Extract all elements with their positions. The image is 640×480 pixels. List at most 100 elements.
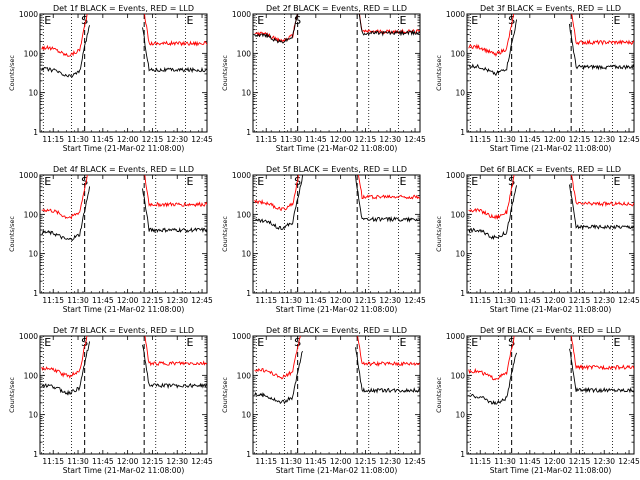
lld-series-line (41, 336, 88, 379)
x-tick-label: 11:30 (494, 296, 516, 305)
plot-frame (252, 335, 421, 455)
panel-6: Det 6f BLACK = Events, RED = LLD 1 10 100 10… (435, 165, 640, 314)
x-tick-label: 12:45 (618, 296, 640, 305)
events-series-line (41, 186, 91, 242)
marker-label: E (400, 336, 407, 349)
marker-label: S (81, 14, 88, 27)
plot-frame (39, 174, 208, 294)
x-tick-label: 11:15 (42, 296, 64, 305)
x-tick-label: 11:45 (92, 457, 114, 466)
panel-8: Det 8f BLACK = Events, RED = LLD 1 10 100 10… (221, 326, 426, 475)
plot-frame (466, 174, 635, 294)
lld-series-line (571, 175, 634, 207)
x-tick-label: 12:15 (355, 457, 377, 466)
y-tick-label: 10 (28, 411, 38, 420)
x-tick-label: 12:00 (330, 296, 352, 305)
y-tick-label: 1 (246, 289, 251, 298)
x-axis-label: Start Time (21-Mar-02 11:08:00) (490, 144, 612, 153)
x-tick-label: 12:15 (569, 296, 591, 305)
x-tick-label: 12:00 (544, 296, 566, 305)
x-tick-label: 11:30 (67, 457, 89, 466)
marker-label: S (81, 336, 88, 349)
x-tick-label: 12:30 (593, 135, 615, 144)
x-tick-label: 12:15 (142, 457, 164, 466)
y-tick-label: 1 (246, 128, 251, 137)
marker-label: E (614, 336, 621, 349)
panel-title: Det 2f BLACK = Events, RED = LLD (266, 4, 407, 13)
y-tick-label: 1000 (446, 171, 465, 180)
y-axis-label: Counts/sec (221, 377, 229, 413)
x-tick-label: 12:00 (117, 457, 139, 466)
x-tick-label: 11:15 (469, 135, 491, 144)
y-tick-label: 1 (460, 128, 465, 137)
marker-label: E (257, 175, 264, 188)
marker-label: E (400, 175, 407, 188)
x-axis-label: Start Time (21-Mar-02 11:08:00) (276, 144, 398, 153)
panel-title: Det 9f BLACK = Events, RED = LLD (480, 326, 621, 335)
x-tick-label: 11:15 (469, 457, 491, 466)
y-tick-label: 10 (455, 89, 465, 98)
plot-frame (466, 335, 635, 455)
x-axis-label: Start Time (21-Mar-02 11:08:00) (63, 466, 185, 475)
marker-label: E (614, 14, 621, 27)
marker-label: S (81, 175, 88, 188)
y-axis-label: Counts/sec (435, 377, 443, 413)
x-tick-label: 11:15 (42, 457, 64, 466)
marker-label: E (44, 336, 51, 349)
x-tick-label: 11:15 (255, 457, 277, 466)
marker-label: E (44, 14, 51, 27)
x-tick-label: 11:45 (305, 135, 327, 144)
x-tick-label: 12:30 (166, 135, 188, 144)
y-axis-label: Counts/sec (435, 55, 443, 91)
panel-9: Det 9f BLACK = Events, RED = LLD 1 10 100 10… (435, 326, 640, 475)
marker-label: E (471, 175, 478, 188)
y-tick-label: 1 (460, 289, 465, 298)
y-tick-label: 100 (24, 49, 39, 58)
y-tick-label: 10 (28, 89, 38, 98)
y-tick-label: 100 (451, 210, 466, 219)
x-tick-label: 12:30 (379, 457, 401, 466)
x-tick-label: 11:30 (280, 457, 302, 466)
lld-series-line (144, 336, 207, 367)
lld-series-line (468, 175, 515, 220)
x-tick-label: 11:45 (92, 296, 114, 305)
x-tick-label: 11:30 (67, 296, 89, 305)
y-tick-label: 10 (28, 250, 38, 259)
marker-label: E (471, 336, 478, 349)
lld-series-line (357, 336, 420, 367)
marker-label: S (508, 14, 515, 27)
x-tick-label: 11:45 (519, 457, 541, 466)
marker-label: E (400, 14, 407, 27)
y-tick-label: 1 (246, 450, 251, 459)
y-axis-label: Counts/sec (221, 55, 229, 91)
x-tick-label: 12:30 (166, 457, 188, 466)
y-axis-label: Counts/sec (435, 216, 443, 252)
x-tick-label: 12:00 (117, 135, 139, 144)
panel-2: Det 2f BLACK = Events, RED = LLD 1 10 100 10… (221, 4, 426, 153)
y-tick-label: 100 (237, 210, 252, 219)
x-tick-label: 12:00 (544, 457, 566, 466)
events-series-line (41, 25, 91, 78)
y-tick-label: 10 (241, 250, 251, 259)
x-tick-label: 12:45 (191, 296, 213, 305)
events-series-line (569, 348, 634, 394)
panel-title: Det 6f BLACK = Events, RED = LLD (480, 165, 621, 174)
plot-frame (252, 174, 421, 294)
x-tick-label: 12:30 (593, 457, 615, 466)
events-series-line (468, 352, 518, 406)
events-series-line (142, 188, 207, 234)
y-tick-label: 100 (451, 371, 466, 380)
x-tick-label: 11:15 (42, 135, 64, 144)
x-tick-label: 11:15 (255, 135, 277, 144)
y-tick-label: 1 (33, 128, 38, 137)
plot-frame (39, 13, 208, 133)
x-tick-label: 12:45 (618, 457, 640, 466)
x-tick-label: 11:15 (469, 296, 491, 305)
lld-series-line (570, 336, 634, 371)
y-tick-label: 100 (24, 210, 39, 219)
x-axis-label: Start Time (21-Mar-02 11:08:00) (63, 305, 185, 314)
y-tick-label: 1000 (19, 171, 38, 180)
marker-label: E (471, 14, 478, 27)
lld-series-line (144, 14, 207, 47)
y-tick-label: 1000 (19, 10, 38, 19)
